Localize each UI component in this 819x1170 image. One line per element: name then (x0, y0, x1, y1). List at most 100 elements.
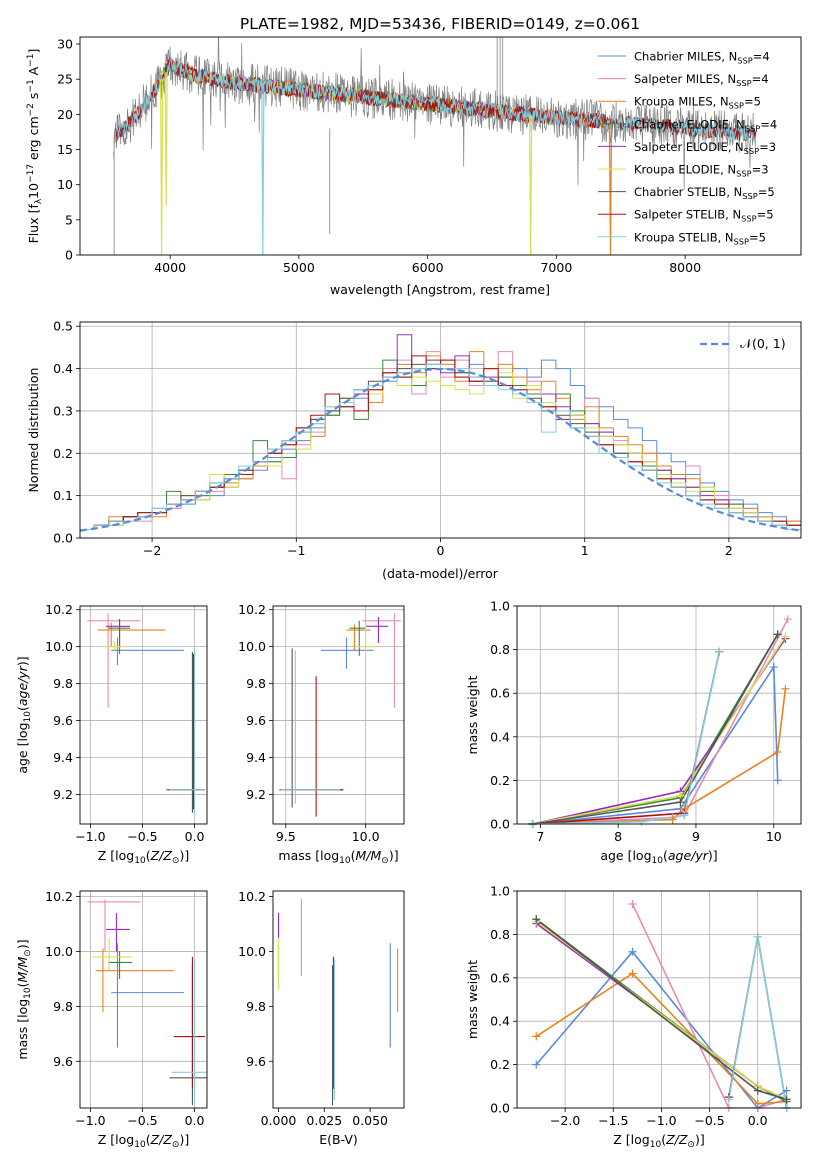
z_vs_weight-line (631, 903, 787, 1108)
z_vs_weight-marker (782, 1095, 791, 1104)
z_vs_weight-ylabel: mass weight (465, 960, 480, 1039)
spectrum-dip (261, 85, 265, 255)
z_vs_weight-marker (532, 1060, 541, 1069)
z_vs_weight-marker (532, 915, 541, 924)
spectrum-ytick-label: 25 (57, 72, 73, 87)
z_vs_mass-ylabel: mass [log10(M/M⊙)] (15, 939, 33, 1059)
z_vs_age-xlabel: Z [log10(Z/Z⊙)] (98, 848, 189, 866)
spectrum-xlabel: wavelength [Angstrom, rest frame] (330, 282, 550, 297)
age_vs_weight-line (532, 688, 787, 824)
spectrum-axes: 4000 5000 6000 7000 8000 0 5 10 15 20 25 30 waveleng… (26, 37, 802, 297)
age_vs_weight-line (532, 651, 721, 824)
age_vs_weight-marker (680, 811, 689, 820)
histogram-xlabel: (data-model)/error (382, 566, 499, 581)
ebv_vs_mass-ytick-label: 9.8 (246, 999, 266, 1014)
age_vs_weight-marker (773, 630, 782, 639)
z_vs_weight-marker (628, 900, 637, 909)
plots-layer: 4000 5000 6000 7000 8000051015202530waveleng… (15, 37, 802, 1150)
age_vs_weight-line (532, 664, 779, 824)
spectrum-legend-label: Kroupa STELIB, NSSP=5 (634, 230, 766, 246)
spectrum-legend-label: Kroupa MILES, NSSP=5 (634, 95, 761, 111)
figure-title: PLATE=1982, MJD=53436, FIBERID=0149, z=0… (240, 15, 640, 33)
age_vs_weight-marker (668, 815, 677, 824)
z_vs_age-ytick-label: 9.4 (53, 750, 73, 765)
ebv_vs_mass-xtick-label: 0.000 (261, 1113, 297, 1128)
spectrum-xtick-label: 4000 (154, 260, 186, 275)
spectrum-legend-label: Chabrier ELODIE, NSSP=4 (634, 117, 777, 133)
z_vs_weight-xtick-label: −2.0 (550, 1113, 580, 1128)
age_vs_weight-xtick-label: 8 (614, 829, 622, 844)
age_vs_weight-marker (781, 684, 790, 693)
age_vs_weight-ytick-label: 0.2 (490, 773, 510, 788)
age_vs_weight-ytick-label: 0.0 (490, 817, 510, 832)
z_vs_weight-xlabel: Z [log10(Z/Z⊙)] (613, 1132, 704, 1150)
z_vs_weight-frame (516, 890, 802, 1109)
z_vs_weight-axes: −2.0 −1.5 −1.0 −0.5 0.0 0.0 0.2 0.4 0.6 0.8 1.0 Z [… (465, 884, 802, 1150)
z_vs_age-xtick-label: −1.0 (75, 829, 105, 844)
mass_vs_age-ytick-label: 9.2 (246, 787, 266, 802)
spectrum-dip (164, 71, 168, 206)
z_vs_weight-ytick-label: 0.0 (490, 1101, 510, 1116)
age_vs_weight-grid (517, 605, 801, 825)
z_vs_mass-xtick-label: −1.0 (75, 1113, 105, 1128)
mass_vs_age-ytick-label: 9.4 (246, 750, 266, 765)
spectrum-ytick-label: 20 (57, 107, 73, 122)
age_vs_weight-line (532, 633, 779, 824)
z_vs_age-grid (80, 606, 207, 824)
mass_vs_age-xtick-label: 9.5 (276, 829, 296, 844)
age_vs_weight-xtick-label: 10 (766, 829, 782, 844)
z_vs_weight-marker (753, 932, 762, 941)
spectrum-legend-label: Salpeter STELIB, NSSP=5 (634, 208, 774, 224)
spectrum-xtick-label: 8000 (669, 260, 701, 275)
histogram-legend-label: 𝒩(0, 1) (740, 336, 786, 351)
z_vs_mass-ytick-label: 9.6 (53, 1054, 73, 1069)
z_vs_age-xtick-label: −0.5 (127, 829, 157, 844)
residuals-frame (79, 321, 802, 539)
residuals-axes: −2 −1 0 1 2 0.0 0.1 0.2 0.3 0.4 0.5 𝒩(0, 1) (data-mo… (26, 319, 802, 581)
residuals-ytick-label: 0.0 (53, 531, 73, 546)
spectrum-model-line (114, 56, 757, 142)
histogram-ylabel: Normed distribution (26, 368, 41, 493)
z_vs_age-ytick-label: 10.0 (45, 639, 73, 654)
age_vs_weight-line (532, 633, 779, 824)
age_vs_weight-xtick-label: 9 (692, 829, 700, 844)
z_vs_weight-ytick-label: 0.6 (490, 970, 510, 985)
spectrum-legend-label: Salpeter MILES, NSSP=4 (634, 72, 769, 88)
z_vs_weight-grid (517, 890, 801, 1109)
ebv_vs_mass-frame (272, 890, 405, 1109)
z_vs_mass-xtick-label: 0.0 (185, 1113, 205, 1128)
z_vs_weight-ytick-label: 0.2 (490, 1057, 510, 1072)
z_vs_mass-xtick-label: −0.5 (127, 1113, 157, 1128)
spectrum-dip (160, 79, 164, 255)
residuals-ytick-label: 0.5 (53, 319, 73, 334)
z_vs_age-ytick-label: 9.6 (53, 713, 73, 728)
age_vs_weight-marker (676, 798, 685, 807)
spectrum-ytick-label: 0 (65, 248, 73, 263)
age_vs_weight-ytick-label: 0.6 (490, 686, 510, 701)
z_vs_age-plot-area (87, 613, 205, 813)
residuals-xtick-label: −2 (143, 543, 161, 558)
ebv_vs_mass-xtick-label: 0.050 (352, 1113, 388, 1128)
ebv_vs_mass-xlabel: E(B-V) (319, 1132, 358, 1147)
residuals-plot-area (80, 334, 801, 532)
mass_vs_age-axes: 9.5 10.0 9.2 9.4 9.6 9.8 10.0 10.2 mass [log10(M… (238, 602, 405, 866)
age_vs_weight-marker (773, 748, 782, 757)
z_vs_weight-marker (724, 1095, 733, 1104)
ebv_vs_mass-axes: 0.000 0.025 0.050 9.6 9.8 10.0 10.2 E(B-V) (238, 889, 405, 1147)
spectrum-ytick-label: 15 (57, 142, 73, 157)
age_vs_weight-marker (637, 817, 646, 826)
mass_vs_age-frame (272, 605, 405, 825)
spectrum-ytick-label: 10 (57, 177, 73, 192)
z_vs_mass-grid (80, 891, 207, 1108)
residuals-ytick-label: 0.2 (53, 446, 73, 461)
age_vs_weight-marker (783, 615, 792, 624)
residuals-ytick-label: 0.3 (53, 403, 73, 418)
residuals-xtick-label: 2 (725, 543, 733, 558)
z_vs_weight-line (535, 950, 788, 1108)
residuals-ytick-label: 0.1 (53, 488, 73, 503)
ebv_vs_mass-ytick-label: 10.0 (238, 944, 266, 959)
residuals-xtick-label: −1 (287, 543, 305, 558)
spectrum-dip (608, 121, 613, 255)
mass_vs_age-plot-area (279, 613, 401, 817)
